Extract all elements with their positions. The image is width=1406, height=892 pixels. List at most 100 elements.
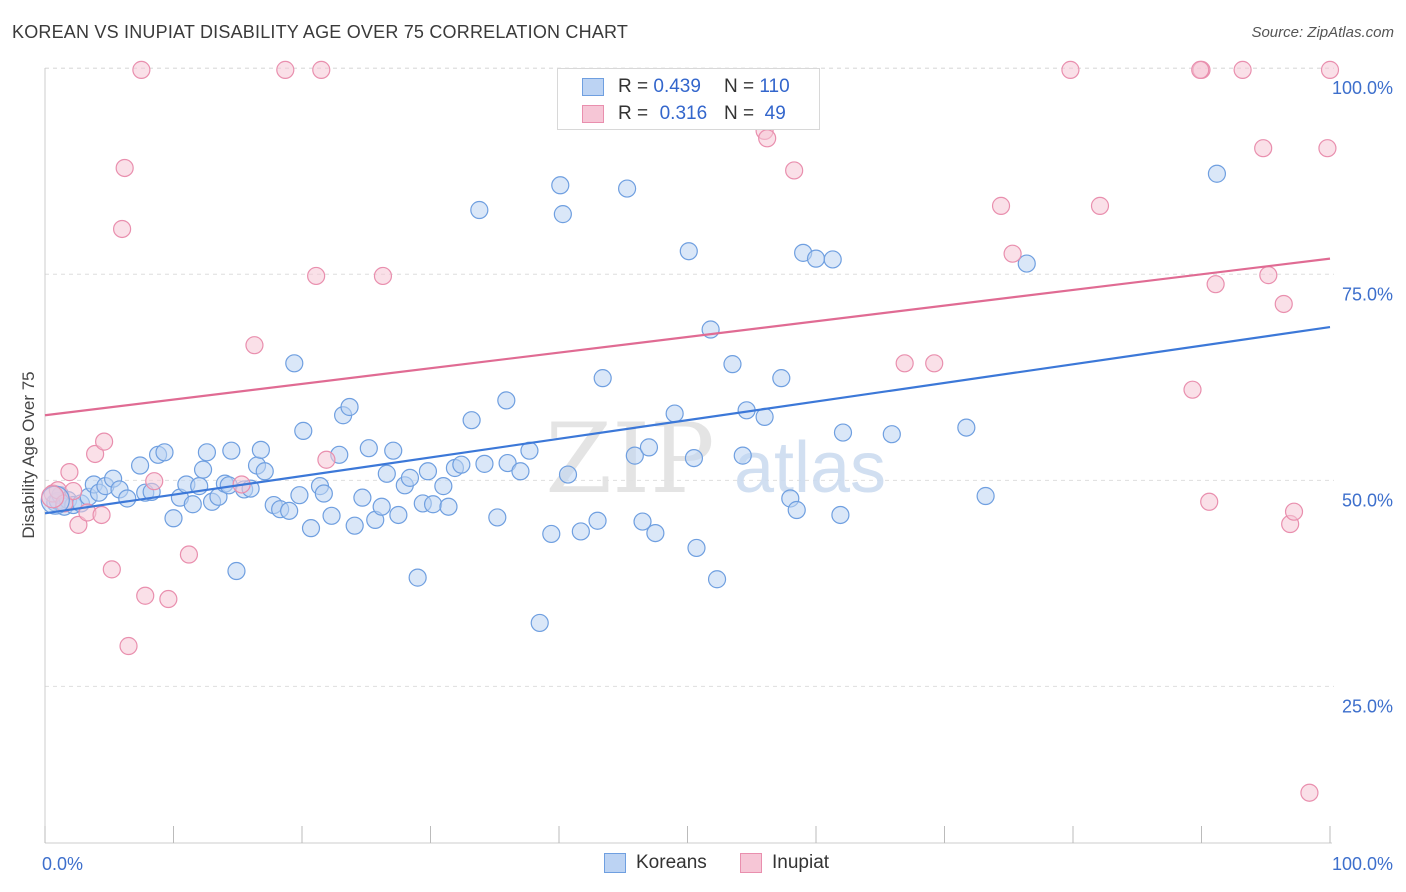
stats-box: R = 0.439 N = 110 R = 0.316 N = 49 (557, 68, 820, 130)
korean-point (462, 411, 481, 430)
inupiat-point (1003, 244, 1022, 263)
korean-point (633, 512, 652, 531)
korean-point (345, 516, 364, 535)
inupiat-point (785, 161, 804, 180)
watermark-atlas: atlas (734, 428, 886, 508)
inupiat-point-cluster (41, 485, 65, 509)
inupiat-point (136, 586, 155, 605)
korean-point (227, 561, 246, 581)
legend-inupiat-label: Inupiat (772, 852, 830, 873)
trend-lines (44, 257, 1331, 515)
korean-point (418, 462, 438, 481)
legend-koreans-swatch (604, 853, 626, 873)
legend-inupiat[interactable]: Inupiat (740, 852, 829, 874)
korean-point (1017, 254, 1036, 273)
inupiat-trend-line (44, 257, 1331, 417)
inupiat-point (95, 432, 114, 451)
y-tick-label: 25.0% (1342, 696, 1393, 716)
inupiat-point (991, 196, 1011, 215)
inupiat-point (1284, 502, 1304, 521)
legend-koreans[interactable]: Koreans (604, 852, 707, 874)
inupiat-point (1090, 196, 1110, 215)
inupiat-point (276, 60, 295, 79)
korean-point (542, 524, 561, 544)
korean-point (372, 497, 391, 516)
inupiat-n-label: N = (723, 103, 755, 124)
korean-point (251, 440, 270, 459)
koreans-trend-line (44, 325, 1331, 515)
data-points (40, 60, 1340, 802)
korean-point (1207, 164, 1227, 183)
korean-point (475, 454, 494, 473)
inupiat-r-label: R = (618, 103, 649, 124)
korean-point (285, 354, 304, 373)
korean-point (488, 508, 507, 527)
inupiat-point (1183, 380, 1202, 399)
korean-point (164, 509, 183, 528)
korean-point (314, 484, 333, 503)
korean-point (618, 179, 637, 198)
korean-point (434, 477, 453, 496)
inupiat-point (245, 336, 264, 355)
korean-point (197, 443, 217, 462)
korean-point (553, 205, 572, 224)
korean-point (353, 488, 372, 507)
korean-point (408, 568, 427, 587)
koreans-n-value: 110 (759, 76, 790, 97)
korean-point (322, 506, 341, 525)
korean-point (733, 446, 752, 465)
grid (45, 67, 1334, 687)
inupiat-point (1254, 139, 1273, 158)
koreans-r-label: R = (618, 76, 649, 97)
inupiat-point (373, 266, 393, 286)
korean-point (511, 462, 530, 481)
tick-labels: 25.0% 50.0% 75.0% 100.0% 0.0% 100.0% (42, 78, 1393, 874)
korean-point (222, 441, 241, 460)
korean-point (772, 369, 791, 388)
inupiat-point (132, 60, 151, 79)
y-tick-label: 75.0% (1342, 284, 1393, 304)
koreans-swatch (582, 78, 604, 96)
inupiat-point (758, 129, 777, 148)
korean-point (639, 438, 659, 457)
inupiat-point (1274, 294, 1293, 314)
inupiat-point (1191, 60, 1210, 79)
inupiat-point (1259, 266, 1278, 285)
korean-point (882, 425, 901, 444)
korean-point (571, 522, 590, 541)
inupiat-point (1320, 60, 1340, 79)
inupiat-point (1233, 60, 1252, 79)
korean-point (498, 453, 517, 473)
korean-point (359, 439, 378, 458)
korean-point (130, 456, 150, 475)
korean-point (625, 446, 644, 465)
korean-point (118, 489, 137, 508)
inupiat-point (312, 60, 331, 79)
inupiat-point (1200, 492, 1219, 511)
inupiat-swatch (582, 105, 604, 123)
inupiat-point (102, 560, 121, 579)
korean-point (665, 404, 684, 423)
inupiat-point (179, 545, 199, 564)
korean-point (787, 500, 806, 520)
korean-point (280, 501, 299, 520)
korean-point (400, 468, 420, 487)
korean-point (255, 462, 274, 481)
inupiat-point (317, 450, 336, 469)
inupiat-point (1206, 275, 1225, 294)
korean-point (530, 613, 549, 633)
inupiat-point (112, 219, 132, 239)
korean-point (707, 570, 727, 589)
inupiat-point (925, 354, 944, 373)
y-tick-label: 50.0% (1342, 490, 1393, 510)
korean-point (290, 486, 309, 505)
korean-point (684, 448, 704, 468)
korean-point (377, 464, 396, 483)
korean-point (497, 391, 516, 410)
inupiat-point (69, 515, 88, 534)
inupiat-point (895, 354, 914, 373)
chart-title: KOREAN VS INUPIAT DISABILITY AGE OVER 75… (12, 22, 629, 42)
inupiat-r-value: 0.316 (659, 103, 708, 124)
korean-point (340, 397, 359, 417)
